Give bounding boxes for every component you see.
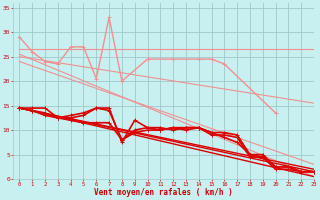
X-axis label: Vent moyen/en rafales ( km/h ): Vent moyen/en rafales ( km/h ) bbox=[94, 188, 233, 197]
